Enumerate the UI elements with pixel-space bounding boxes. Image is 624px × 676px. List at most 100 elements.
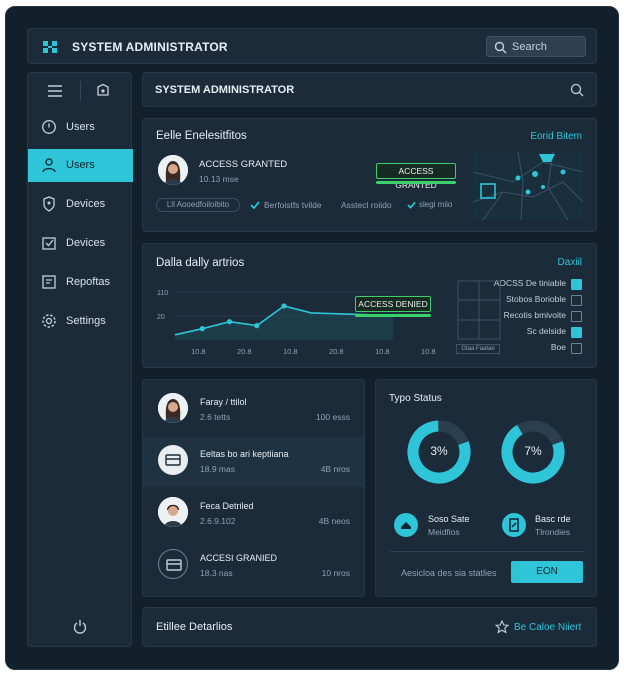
- list-item-title: Faray / ttilol: [200, 397, 247, 407]
- status-footer-text: Aesicloa des sia statlies: [401, 568, 497, 578]
- menu-icon[interactable]: [47, 84, 63, 98]
- daily-panel: Dalla dally artrios Daxiil 110 20 10.8 20.8…: [142, 243, 597, 368]
- sidebar-item-users[interactable]: Users: [28, 111, 133, 144]
- option-label: Recotis bmivoite: [503, 310, 566, 320]
- daily-title: Dalla dally artrios: [156, 257, 245, 269]
- activity-title: Eelle Enelesitfitos: [156, 130, 247, 142]
- list-item-meta: 100 esss: [315, 412, 350, 422]
- id-card-icon: [158, 445, 188, 475]
- option-checkbox[interactable]: [571, 311, 582, 322]
- list-item[interactable]: Eeltas bo ari keptiiana 18.9 mas 4B nros: [143, 437, 364, 487]
- option-checkbox[interactable]: [571, 343, 582, 354]
- access-granted-badge: ACCESS GRANTED: [376, 163, 456, 190]
- search-icon[interactable]: [570, 83, 584, 97]
- device-legend-icon: [509, 518, 519, 532]
- y-tick-label: 110: [157, 290, 168, 297]
- option-checkbox[interactable]: [571, 279, 582, 290]
- line-chart: 110 20 10.8 20.8 10.8 20.8 10.8 10.8: [157, 290, 436, 356]
- data-point: [226, 319, 233, 325]
- list-item[interactable]: Feca Detriled 2.6.9.102 4B neos: [143, 489, 364, 539]
- divider: [390, 551, 584, 552]
- sidebar-item-label: Devices: [66, 198, 106, 210]
- check-label-2: slegi miio: [419, 200, 453, 209]
- list-item-meta: 10 nros: [321, 568, 350, 578]
- top-bar: SYSTEM ADMINISTRATOR Search: [27, 28, 597, 64]
- data-point: [254, 323, 260, 329]
- event-title: ACCESS GRANTED: [199, 159, 288, 170]
- x-tick-label: 20.8: [237, 347, 252, 356]
- list-item-time: 2.6.9.102: [200, 516, 236, 526]
- sidebar-header-divider: [80, 81, 81, 101]
- sidebar-item-devices-2[interactable]: Devices: [28, 227, 133, 260]
- gear-icon: [42, 314, 56, 328]
- x-tick-label: 20.8: [329, 347, 344, 356]
- shield-icon[interactable]: [95, 83, 111, 99]
- star-icon[interactable]: [495, 620, 509, 634]
- floorplan-icon: [457, 280, 501, 340]
- checkbox-icon: [42, 237, 56, 250]
- y-tick-label: 20: [157, 314, 165, 321]
- clock-icon: [42, 120, 56, 134]
- list-item-title: Eeltas bo ari keptiiana: [200, 449, 289, 459]
- sidebar-item-label: Users: [66, 159, 95, 171]
- activity-link[interactable]: Eorid Bitem: [530, 131, 582, 142]
- legend-2-sub: Tlrondies: [535, 527, 570, 537]
- donut-fill: [501, 420, 565, 484]
- option-checkbox[interactable]: [571, 295, 582, 306]
- access-denied-badge: ACCESS DENIED: [355, 296, 431, 312]
- page-title: SYSTEM ADMINISTRATOR: [155, 84, 295, 96]
- x-tick-label: 10.8: [283, 347, 298, 356]
- donut-chart-2: [501, 420, 565, 484]
- header-panel: SYSTEM ADMINISTRATOR: [142, 72, 597, 107]
- daily-link[interactable]: Daxiil: [557, 257, 582, 268]
- option-label: Stobos Borioble: [505, 294, 566, 304]
- sidebar-item-label: Devices: [66, 237, 106, 249]
- person-avatar-icon: [158, 155, 188, 185]
- power-icon[interactable]: [73, 619, 87, 635]
- data-point: [281, 303, 287, 309]
- check-label: Berfoistfs tvilde: [264, 200, 322, 210]
- bottom-link[interactable]: Be Caloe Niiert: [514, 622, 582, 633]
- sidebar-item-devices[interactable]: Devices: [28, 188, 133, 221]
- x-tick-label: 10.8: [191, 347, 206, 356]
- sidebar-item-users-active[interactable]: Users: [28, 149, 133, 182]
- list-item-meta: 4B nros: [320, 464, 350, 474]
- sidebar-item-label: Users: [66, 121, 95, 133]
- small-chip: Gtaa Faatae: [456, 344, 500, 354]
- list-item[interactable]: ACCESI GRANIED 18.3 nas 10 nros: [143, 541, 364, 591]
- donut-2-label: 7%: [524, 444, 542, 458]
- check-icon: [407, 201, 416, 209]
- sidebar: Users Users Devices Devices Repoftas Set…: [27, 72, 133, 647]
- enable-button[interactable]: EON: [511, 561, 583, 583]
- list-item-time: 18.3 nas: [200, 568, 233, 578]
- check-icon: [250, 201, 260, 209]
- status-bar: [355, 314, 431, 317]
- avatar: [158, 393, 188, 423]
- avatar: [158, 497, 188, 527]
- sidebar-item-reports[interactable]: Repoftas: [28, 266, 133, 299]
- search-label: Search: [512, 41, 547, 53]
- user-icon: [42, 158, 56, 173]
- option-label: Boe: [550, 342, 566, 352]
- donut-1-label: 3%: [430, 444, 448, 458]
- sidebar-item-settings[interactable]: Settings: [28, 305, 133, 338]
- app-title: SYSTEM ADMINISTRATOR: [72, 40, 228, 54]
- option-checkbox[interactable]: [571, 327, 582, 338]
- event-time: 10.13 mse: [199, 174, 239, 184]
- donut-chart-1: [407, 420, 471, 484]
- option-label: AOCSS De tiniable: [493, 278, 566, 288]
- lock-shield-icon: [43, 196, 55, 212]
- filter-chip[interactable]: Lll Aooedfoiloibito: [156, 198, 240, 212]
- data-point: [199, 326, 205, 332]
- list-item[interactable]: Faray / ttilol 2.6 tetts 100 esss: [143, 385, 364, 435]
- list-item-title: ACCESI GRANIED: [200, 553, 278, 563]
- legend-1-icon: [394, 513, 418, 537]
- network-map-icon: [473, 152, 583, 220]
- search-button[interactable]: Search: [486, 36, 586, 57]
- legend-2-title: Basc rde: [535, 514, 571, 524]
- option-label: Sc delside: [526, 326, 566, 336]
- sidebar-header: [28, 73, 133, 110]
- legend-1-sub: Meidfios: [428, 527, 460, 537]
- activity-list-panel: Faray / ttilol 2.6 tetts 100 esss Eeltas bo…: [142, 379, 365, 597]
- list-item-time: 18.9 mas: [200, 464, 235, 474]
